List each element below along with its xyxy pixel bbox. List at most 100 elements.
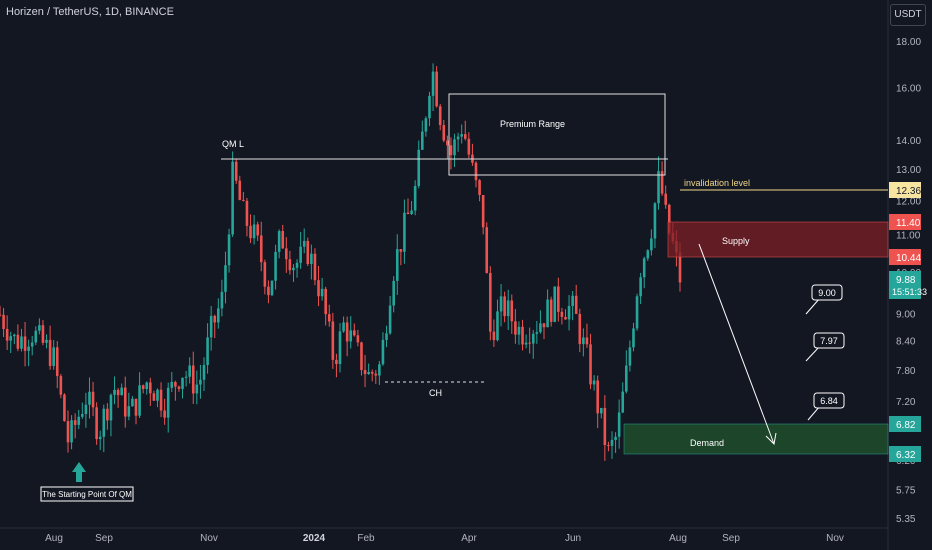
candle-body xyxy=(23,336,27,351)
candle-body xyxy=(292,267,295,271)
price-badge-demand-bottom: 6.32 xyxy=(889,446,921,462)
candle-body xyxy=(206,337,209,366)
candle-body xyxy=(578,313,582,345)
candle-body xyxy=(313,253,317,281)
candle-body xyxy=(446,140,449,146)
candle-body xyxy=(295,262,299,268)
target-1-label: 9.00 xyxy=(818,288,836,298)
candle-body xyxy=(224,265,227,292)
candle-body xyxy=(621,391,625,413)
candle-body xyxy=(245,200,249,226)
demand-zone[interactable] xyxy=(623,423,889,455)
candle-body xyxy=(113,389,116,395)
candle-body xyxy=(27,346,30,351)
candle-body xyxy=(163,410,166,418)
target-3-label: 6.84 xyxy=(820,396,838,406)
invalidation-label: invalidation level xyxy=(684,178,750,188)
candle-body xyxy=(102,408,106,437)
candle-body xyxy=(242,199,245,201)
currency-label[interactable]: USDT xyxy=(890,4,926,26)
x-tick-label: Apr xyxy=(461,533,477,544)
candle-body xyxy=(571,295,574,307)
candle-body xyxy=(463,134,467,139)
candle-body xyxy=(88,391,91,405)
qml-label: QM L xyxy=(222,139,244,149)
candle-body xyxy=(603,407,607,446)
candle-body xyxy=(650,238,653,251)
candle-body xyxy=(353,330,356,336)
x-tick-label: Aug xyxy=(45,533,63,544)
candle-body xyxy=(560,311,564,317)
candle-body xyxy=(435,71,438,107)
candle-body xyxy=(5,328,9,341)
candle-body xyxy=(256,224,259,236)
candle-body xyxy=(496,311,499,341)
candle-body xyxy=(442,125,446,141)
candle-body xyxy=(406,212,410,215)
x-tick-label: Nov xyxy=(826,533,844,544)
candle-body xyxy=(131,398,134,407)
candle-body xyxy=(191,365,195,394)
x-axis: Aug Sep Nov 2024 Feb Apr Jun Aug Sep Nov xyxy=(45,533,844,544)
projection-arrow[interactable] xyxy=(698,243,775,445)
candle-body xyxy=(492,331,496,341)
candle-body xyxy=(374,373,378,376)
candle-body xyxy=(646,250,650,259)
price-badge-demand-top: 6.82 xyxy=(889,416,921,432)
price-badge-value: 10.44 xyxy=(896,253,921,264)
premium-range-box[interactable] xyxy=(448,93,666,176)
candle-body xyxy=(610,439,614,446)
candle-body xyxy=(285,248,288,260)
start-label-box xyxy=(40,486,134,502)
candle-body xyxy=(95,407,98,440)
candle-body xyxy=(259,235,263,263)
candle-body xyxy=(417,149,421,187)
candle-body xyxy=(152,393,156,401)
candle-body xyxy=(166,387,170,418)
candle-body xyxy=(195,384,199,394)
candle-body xyxy=(252,224,256,239)
candle-body xyxy=(510,300,514,322)
candle-body xyxy=(403,212,406,252)
candle-body xyxy=(338,331,342,365)
candle-body xyxy=(217,308,220,323)
y-tick-label: 12.00 xyxy=(896,196,921,207)
y-tick-label: 18.00 xyxy=(896,37,921,48)
candle-body xyxy=(596,380,599,414)
target-callout-1[interactable]: 9.00 xyxy=(805,284,843,315)
candle-body xyxy=(574,295,578,314)
candle-body xyxy=(16,334,20,349)
premium-range-label: Premium Range xyxy=(500,119,565,129)
price-badge-value: 9.88 xyxy=(896,275,916,286)
candle-body xyxy=(363,369,367,375)
candle-body xyxy=(564,316,567,320)
candle-body xyxy=(524,342,528,345)
ch-label: CH xyxy=(429,388,442,398)
candle-body xyxy=(413,186,417,211)
candle-body xyxy=(177,386,181,389)
candle-body xyxy=(324,288,327,315)
candle-body xyxy=(52,347,55,366)
candle-body xyxy=(20,336,23,349)
candle-body xyxy=(320,288,324,297)
x-tick-label: 2024 xyxy=(303,533,326,544)
candle-body xyxy=(149,382,152,394)
candle-body xyxy=(238,180,242,200)
target-callout-3[interactable]: 6.84 xyxy=(807,392,845,421)
candle-body xyxy=(109,394,113,421)
supply-zone[interactable] xyxy=(667,221,889,258)
candle-body xyxy=(467,138,471,155)
candle-body xyxy=(2,314,5,329)
candle-body xyxy=(589,344,592,385)
candle-body xyxy=(9,336,13,341)
candle-body xyxy=(306,240,310,264)
candle-body xyxy=(77,416,81,425)
candle-body xyxy=(557,286,560,312)
candle-body xyxy=(342,322,345,332)
target-callout-2[interactable]: 7.97 xyxy=(805,332,845,362)
candle-body xyxy=(335,359,338,365)
candle-body xyxy=(234,161,238,181)
candles-group xyxy=(0,63,682,461)
